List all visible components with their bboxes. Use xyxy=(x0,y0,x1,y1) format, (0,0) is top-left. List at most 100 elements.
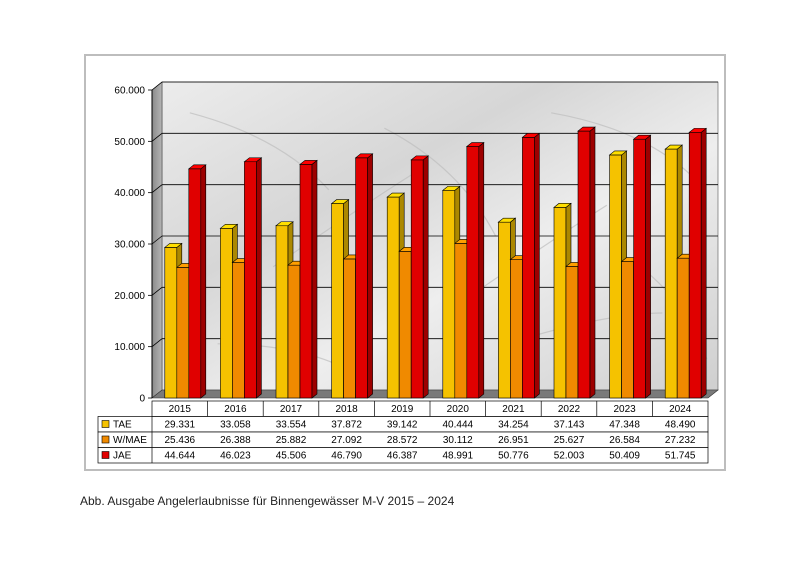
gridline-side xyxy=(151,338,163,347)
bar-front xyxy=(299,164,313,399)
bar-front xyxy=(498,221,511,399)
bar-side xyxy=(534,132,540,399)
bar-side xyxy=(311,159,318,399)
data-label: 50.409 xyxy=(609,451,640,462)
data-label: 46.387 xyxy=(387,451,418,462)
data-label: 26.388 xyxy=(220,435,251,446)
chart-frame: 0 10.000 20.000 30.000 40.000 50.000 60.000 20… xyxy=(84,54,726,471)
table-row xyxy=(97,447,709,464)
bar-top xyxy=(465,142,485,147)
bar-front xyxy=(442,190,456,399)
data-label: 37.872 xyxy=(331,420,362,431)
bar-top xyxy=(410,155,430,161)
bar-front xyxy=(676,257,690,399)
data-label: 48.991 xyxy=(443,451,474,462)
bar-side xyxy=(645,134,651,399)
y-tick-label: 40.000 xyxy=(114,188,145,199)
bar-front xyxy=(565,266,579,399)
data-label: 25.882 xyxy=(276,435,307,446)
data-label: 39.142 xyxy=(387,420,418,431)
data-label: 34.254 xyxy=(498,420,529,431)
y-tick-label: 0 xyxy=(139,394,145,405)
bar-top xyxy=(187,164,207,170)
bar-chart: 0 10.000 20.000 30.000 40.000 50.000 60.000 20… xyxy=(97,81,719,464)
bar-top xyxy=(163,243,183,248)
bar-front xyxy=(355,157,368,399)
y-tick-label: 60.000 xyxy=(114,86,145,97)
bar-front xyxy=(633,138,646,399)
bar-front xyxy=(398,251,412,399)
bar-side xyxy=(367,153,373,399)
legend-swatch xyxy=(101,420,110,428)
bar-front xyxy=(386,196,400,399)
figure-caption: Abb. Ausgabe Angelerlaubnisse für Binnen… xyxy=(80,494,455,508)
data-label: 33.058 xyxy=(220,420,251,431)
x-category-label: 2016 xyxy=(224,404,247,415)
gridline-side xyxy=(151,184,163,193)
bar-jae-2020 xyxy=(465,141,485,399)
bar-front xyxy=(553,207,567,399)
legend-swatch xyxy=(101,435,110,444)
bar-front xyxy=(176,267,190,399)
data-label: 25.436 xyxy=(165,435,196,446)
bar-front xyxy=(232,262,245,399)
marble-vein xyxy=(384,127,497,237)
data-label: 30.112 xyxy=(443,435,473,446)
data-label: 44.644 xyxy=(165,451,196,462)
y-tick-label: 30.000 xyxy=(114,240,145,251)
bar-top xyxy=(275,221,294,227)
bar-front xyxy=(410,159,424,399)
data-label: 26.951 xyxy=(498,435,529,446)
bar-top xyxy=(243,157,263,163)
bar-side xyxy=(422,155,429,399)
bar-top xyxy=(521,133,541,138)
bar-top xyxy=(577,126,596,132)
legend-label: TAE xyxy=(113,420,132,431)
bar-side xyxy=(256,157,262,399)
bar-front xyxy=(664,148,678,399)
x-category-label: 2023 xyxy=(613,404,636,415)
bar-top xyxy=(553,203,572,208)
x-category-label: 2017 xyxy=(280,404,303,415)
data-label: 28.572 xyxy=(387,435,418,446)
bar-top xyxy=(608,150,628,156)
bar-jae-2024 xyxy=(688,127,708,399)
bar-side xyxy=(478,141,485,399)
bar-top xyxy=(299,160,318,165)
data-label: 51.745 xyxy=(665,451,696,462)
bar-front xyxy=(244,161,257,399)
x-category-label: 2021 xyxy=(502,404,525,415)
data-label: 50.776 xyxy=(498,451,529,462)
data-label: 29.331 xyxy=(165,420,196,431)
data-label: 37.143 xyxy=(554,420,585,431)
bar-front xyxy=(275,225,289,399)
data-label: 46.790 xyxy=(331,451,362,462)
y-tick-label: 10.000 xyxy=(114,342,145,353)
gridline-side xyxy=(151,235,163,245)
data-label: 33.554 xyxy=(276,420,307,431)
bar-top xyxy=(386,192,406,198)
bar-front xyxy=(688,132,702,399)
bar-top xyxy=(354,153,374,159)
y-tick-label: 50.000 xyxy=(114,137,145,148)
bar-jae-2021 xyxy=(521,132,541,399)
x-category-label: 2024 xyxy=(669,404,692,415)
data-label: 45.506 xyxy=(276,451,307,462)
bar-top xyxy=(441,186,461,191)
bar-jae-2016 xyxy=(243,157,263,399)
bar-top xyxy=(632,134,652,140)
bar-front xyxy=(510,259,523,399)
bar-front xyxy=(454,243,468,399)
data-label: 46.023 xyxy=(220,451,251,462)
gridline-side xyxy=(151,81,163,91)
bar-front xyxy=(621,261,634,399)
bar-front xyxy=(220,228,233,399)
bar-front xyxy=(188,168,202,399)
bar-top xyxy=(664,144,684,150)
bar-jae-2015 xyxy=(187,164,207,399)
data-label: 27.092 xyxy=(331,435,362,446)
data-label: 26.584 xyxy=(609,435,640,446)
bar-jae-2017 xyxy=(299,159,318,399)
legend-swatch xyxy=(101,451,110,459)
bar-side xyxy=(200,164,207,399)
